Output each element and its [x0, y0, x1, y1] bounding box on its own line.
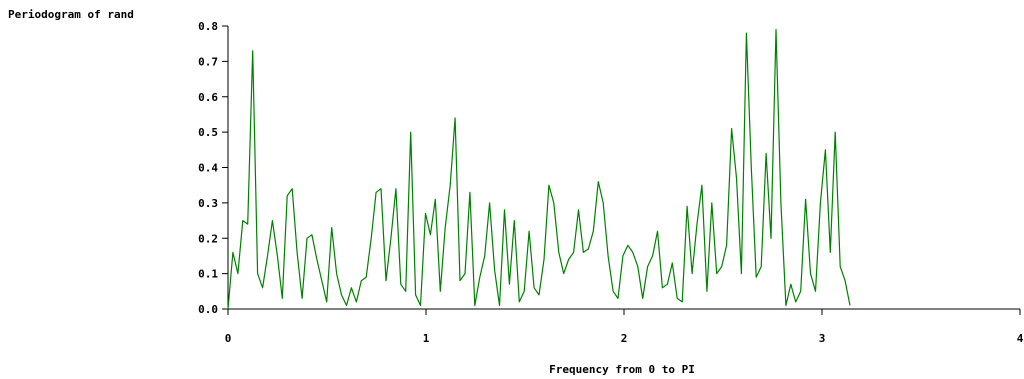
y-tick-label: 0.0	[198, 303, 218, 316]
y-tick-label: 0.2	[198, 232, 218, 245]
y-tick-label: 0.4	[198, 162, 218, 175]
y-ticks: 0.0 0.1 0.2 0.3 0.4 0.5 0.6 0.7 0.8	[198, 20, 228, 316]
x-ticks: 0 1 2 3 4	[225, 309, 1024, 345]
periodogram-series-line	[227, 28, 851, 310]
x-tick-label: 0	[225, 332, 232, 345]
x-tick-label: 3	[819, 332, 826, 345]
y-tick-label: 0.5	[198, 126, 218, 139]
y-tick-label: 0.3	[198, 197, 218, 210]
y-tick-label: 0.1	[198, 268, 218, 281]
x-tick-label: 1	[423, 332, 430, 345]
x-tick-label: 4	[1017, 332, 1024, 345]
series-group	[227, 28, 851, 310]
x-tick-label: 2	[621, 332, 628, 345]
y-tick-label: 0.6	[198, 91, 218, 104]
axes	[227, 26, 1020, 310]
y-tick-label: 0.8	[198, 20, 218, 33]
y-axis-label: Periodogram of rand	[8, 8, 134, 21]
y-tick-label: 0.7	[198, 55, 218, 68]
x-axis-label: Frequency from 0 to PI	[549, 363, 695, 376]
